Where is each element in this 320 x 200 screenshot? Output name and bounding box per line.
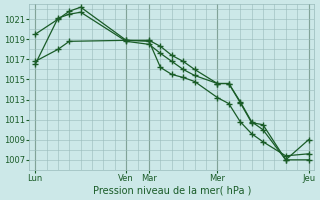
X-axis label: Pression niveau de la mer( hPa ): Pression niveau de la mer( hPa ) [93, 186, 251, 196]
